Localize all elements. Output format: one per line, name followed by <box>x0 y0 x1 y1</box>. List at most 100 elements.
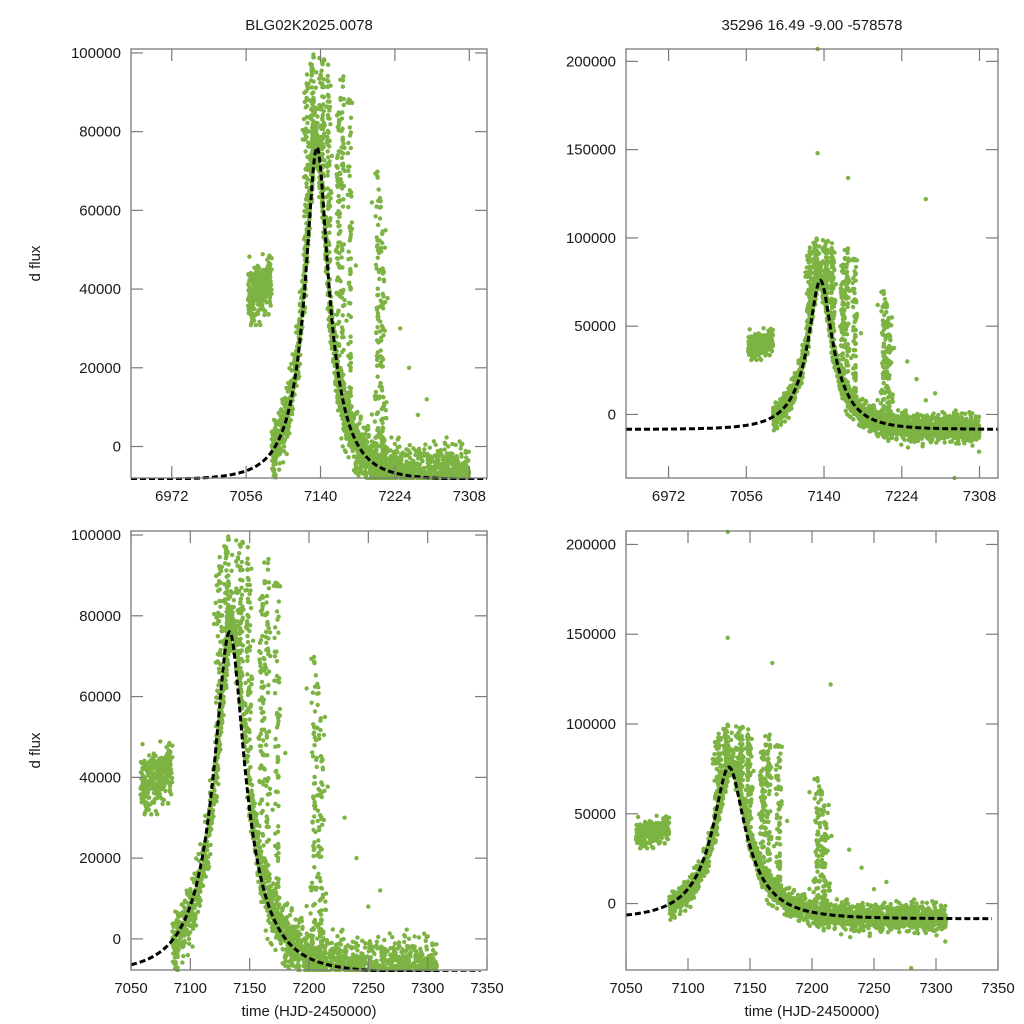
data-point <box>380 266 385 271</box>
data-point <box>435 458 441 463</box>
data-point <box>259 268 265 274</box>
data-point <box>440 489 444 493</box>
data-point <box>423 489 427 493</box>
data-point <box>252 265 257 270</box>
data-point <box>431 489 435 493</box>
data-point <box>253 322 259 328</box>
data-point <box>376 238 382 243</box>
data-point <box>418 456 424 461</box>
data-point <box>413 510 417 514</box>
data-point <box>397 444 402 449</box>
data-point <box>446 486 450 490</box>
data-point <box>450 481 454 485</box>
data-point <box>346 140 351 146</box>
data-point <box>347 125 352 130</box>
data-point <box>401 505 405 509</box>
data-point <box>382 245 387 250</box>
data-point <box>441 480 445 484</box>
data-point <box>434 483 438 487</box>
data-point <box>444 483 448 487</box>
data-point <box>425 479 428 480</box>
data-point <box>418 452 423 457</box>
data-point <box>408 480 412 484</box>
data-point <box>426 489 430 493</box>
data-point <box>350 448 355 454</box>
data-point <box>427 494 431 498</box>
data-point <box>428 459 433 465</box>
data-point <box>375 435 380 440</box>
data-point <box>308 199 313 204</box>
data-point <box>304 184 309 190</box>
data-point <box>246 307 251 312</box>
data-point <box>448 490 452 494</box>
data-point <box>327 116 332 121</box>
data-point <box>423 486 427 490</box>
data-point <box>378 245 384 251</box>
y-tick-label: 100000 <box>71 45 121 62</box>
data-point <box>246 310 252 316</box>
data-point <box>757 356 763 361</box>
data-point <box>411 485 415 489</box>
data-point <box>426 492 430 496</box>
data-point <box>433 466 439 471</box>
data-point <box>439 451 444 456</box>
data-point <box>875 397 880 403</box>
data-point <box>341 197 346 202</box>
data-point <box>457 439 462 444</box>
data-point <box>374 244 380 249</box>
data-point <box>432 483 436 487</box>
data-point <box>463 450 469 455</box>
data-point <box>425 485 429 489</box>
data-point <box>304 115 309 120</box>
data-point <box>410 481 414 485</box>
data-point <box>436 492 440 496</box>
data-point <box>370 493 374 497</box>
data-point <box>438 488 442 492</box>
data-point <box>277 421 282 427</box>
data-point <box>431 489 435 493</box>
data-point <box>348 368 353 373</box>
panel-top-left: 6972 7056 7140 7224 730802000040000600008000… <box>27 45 488 514</box>
data-point <box>336 309 341 314</box>
data-point <box>354 459 359 464</box>
data-point <box>334 163 339 169</box>
data-point <box>368 445 374 450</box>
data-point <box>369 412 374 417</box>
data-point <box>260 252 265 257</box>
data-point <box>271 479 274 480</box>
data-point <box>339 295 344 300</box>
data-point <box>325 84 330 89</box>
data-point <box>304 97 309 103</box>
data-point <box>380 364 385 369</box>
data-point <box>347 391 352 396</box>
data-point <box>304 81 309 86</box>
data-point <box>335 184 340 190</box>
data-point <box>920 441 925 446</box>
data-point <box>375 222 381 228</box>
data-point <box>346 300 352 306</box>
data-point <box>452 482 456 486</box>
data-point <box>390 483 394 487</box>
data-point <box>376 198 381 203</box>
data-point <box>355 423 360 428</box>
data-point <box>327 230 332 235</box>
data-point <box>405 506 409 510</box>
data-point <box>339 255 344 260</box>
data-point <box>371 475 377 480</box>
x-tick-label: 7140 <box>304 488 337 505</box>
data-point <box>421 495 425 499</box>
data-point <box>956 441 961 446</box>
data-point <box>346 204 351 210</box>
data-point <box>398 326 403 331</box>
data-point <box>421 486 425 490</box>
data-point <box>437 480 441 484</box>
data-point <box>436 488 440 492</box>
data-point <box>436 462 441 467</box>
data-point <box>349 220 355 225</box>
data-point <box>769 349 775 354</box>
data-point <box>848 414 853 420</box>
data-point <box>325 128 330 134</box>
data-point <box>443 491 447 495</box>
data-point <box>446 490 450 494</box>
data-point <box>443 497 447 501</box>
